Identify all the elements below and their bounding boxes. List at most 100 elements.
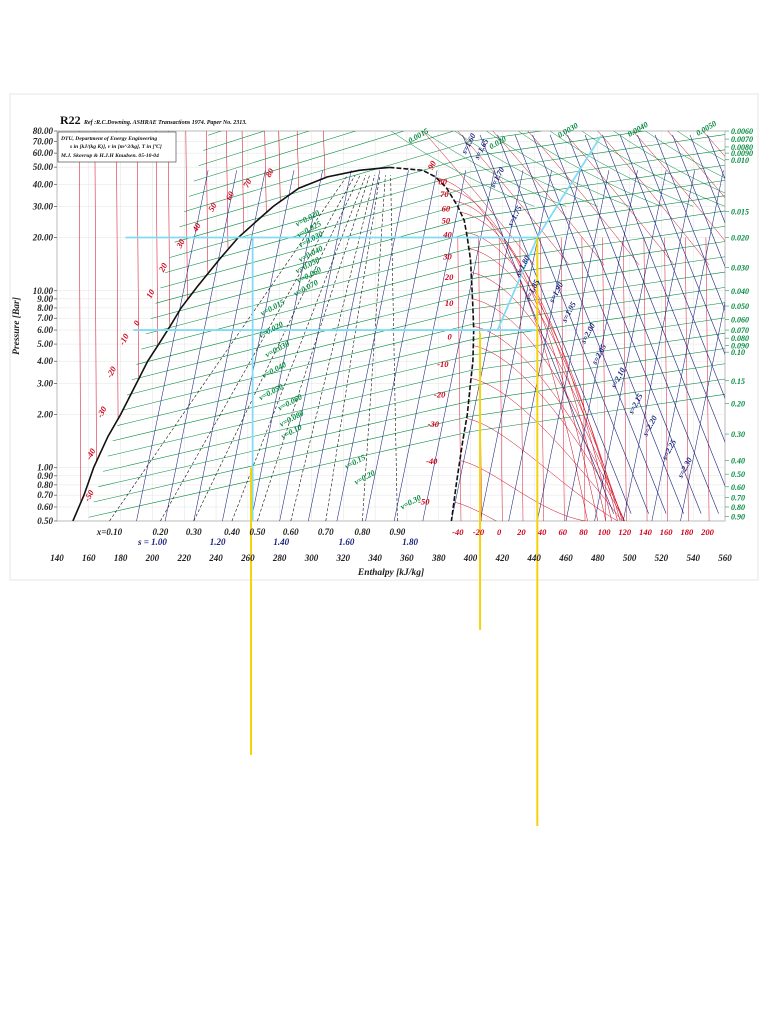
temperature-label: 80: [438, 176, 447, 186]
temperature-label: 0: [448, 332, 453, 342]
volume-right-label: 0.20: [731, 400, 745, 409]
quality-label: 0.80: [354, 527, 370, 537]
volume-right-label: 0.040: [731, 287, 749, 296]
entropy-bottom-label: s = 1.00: [137, 537, 167, 547]
entropy-bottom-label: 1.40: [273, 537, 289, 547]
isotherm-liquid: [94, 131, 97, 461]
isotherm-liquid: [241, 131, 244, 233]
quality-label: 0.30: [186, 527, 202, 537]
volume-right-label: 0.010: [731, 156, 749, 165]
isochore-line: [193, 131, 357, 182]
isotherm-vapor: [436, 177, 588, 521]
y-tick-label: 7.00: [37, 313, 53, 323]
isotherm-vapor: [453, 501, 605, 521]
x-tick-label: 540: [686, 553, 700, 563]
saturated-liquid-curve: [72, 166, 390, 521]
isotherm-superheat: [602, 237, 606, 521]
x-tick-label: 320: [336, 553, 351, 563]
isotherm-vapor: [473, 345, 625, 521]
x-tick-label: 140: [50, 553, 64, 563]
isochore-upper: [454, 131, 598, 207]
figure-border: [9, 93, 759, 581]
isentrope-line: [279, 170, 352, 521]
volume-right-label: 0.60: [731, 483, 745, 492]
isotherm-vapor: [470, 378, 623, 521]
volume-right-label: 0.015: [731, 208, 749, 217]
isotherm-supercritical: [457, 131, 570, 266]
isotherm-superheat: [705, 237, 710, 521]
quality-line: [231, 175, 367, 521]
isentrope-line: [508, 170, 581, 521]
temperature-bottom-label: -20: [473, 527, 485, 537]
x-tick-label: 500: [623, 553, 637, 563]
isochore-upper: [613, 131, 725, 194]
y-tick-label: 9.00: [37, 294, 53, 304]
isotherm-supercritical: [562, 131, 675, 266]
isentrope-line: [164, 170, 237, 521]
isotherm-liquid: [185, 131, 188, 299]
entropy-bottom-label: 1.20: [210, 537, 226, 547]
isochore-upper: [422, 131, 567, 207]
chart-reference: Ref :R.C.Downing. ASHRAE Transactions 19…: [83, 120, 247, 126]
isotherm-vapor: [459, 460, 611, 521]
isochore-upper: [486, 131, 630, 207]
volume-right-label: 0.090: [731, 342, 749, 351]
volume-right-label: 0.70: [731, 493, 745, 502]
temperature-bottom-label: 140: [639, 527, 653, 537]
isochore-upper: [549, 131, 694, 207]
x-tick-label: 380: [431, 553, 446, 563]
isotherm-superheat: [581, 237, 586, 521]
isotherm-superheat: [540, 237, 544, 521]
y-tick-label: 5.00: [37, 339, 53, 349]
isotherm-superheat: [519, 237, 524, 521]
isentrope-superheat: [584, 134, 725, 487]
isochore-line: [165, 149, 725, 274]
temperature-label: -20: [104, 364, 119, 379]
entropy-bottom-label: 1.60: [339, 537, 355, 547]
y-tick-label: 50.00: [33, 162, 54, 172]
temperature-label: 70: [440, 189, 449, 199]
volume-right-label: 0.80: [731, 503, 745, 512]
temperature-label: 10: [445, 298, 454, 308]
x-tick-label: 360: [399, 553, 414, 563]
volume-right-label: 0.070: [731, 326, 749, 335]
isotherm-vapor: [471, 272, 623, 521]
isentrope-line: [622, 170, 696, 521]
isochore-upper: [645, 131, 725, 179]
saturated-vapor-curve: [389, 166, 475, 521]
isotherm-supercritical: [632, 131, 725, 242]
temperature-label: 0: [131, 318, 142, 327]
isotherm-liquid: [167, 131, 171, 327]
isentrope-line: [308, 170, 381, 521]
temperature-bottom-label: 40: [537, 527, 547, 537]
isentrope-line: [365, 170, 438, 521]
legend-line-1: DTU, Department of Energy Engineering: [60, 136, 157, 142]
temperature-bottom-label: 100: [598, 527, 612, 537]
isotherm-vapor: [466, 232, 618, 521]
isentrope-line: [451, 170, 524, 521]
isotherm-superheat: [560, 237, 565, 521]
volume-right-label: 0.30: [731, 430, 745, 439]
temperature-label: -10: [117, 331, 132, 346]
y-tick-label: 40.00: [32, 179, 54, 189]
y-tick-label: 0.50: [37, 516, 53, 526]
legend-box: [57, 131, 177, 163]
x-tick-label: 480: [590, 553, 605, 563]
volume-right-label: 0.0070: [731, 135, 753, 144]
y-tick-label: 0.70: [37, 490, 53, 500]
isentrope-line: [479, 170, 552, 521]
volume-right-label: 0.15: [731, 377, 745, 386]
isochore-line: [136, 241, 725, 365]
isochore-line: [98, 363, 725, 487]
isotherm-superheat: [664, 237, 668, 521]
isochore-line: [198, 131, 310, 167]
quality-line: [362, 175, 386, 521]
isotherm-liquid: [78, 131, 81, 503]
isentrope-superheat: [497, 134, 649, 514]
volume-right-label: 0.0080: [731, 143, 753, 152]
y-tick-label: 0.60: [37, 502, 53, 512]
volume-right-label: 0.0090: [731, 149, 753, 158]
isotherm-superheat: [622, 237, 627, 521]
isochore-line: [155, 180, 725, 304]
